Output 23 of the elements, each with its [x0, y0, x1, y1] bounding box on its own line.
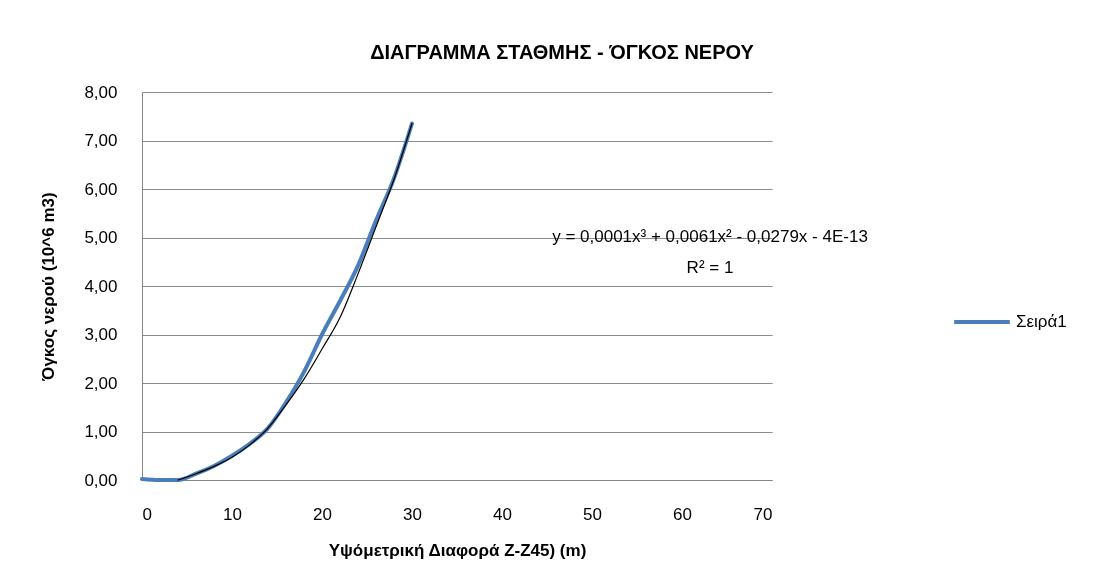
x-tick-label: 10 — [223, 504, 242, 524]
y-tick-label: 8,00 — [84, 82, 118, 102]
y-tick-label: 6,00 — [84, 179, 118, 199]
y-tick-label: 7,00 — [84, 131, 118, 150]
y-tick-label: 4,00 — [84, 276, 118, 296]
chart-title: ΔΙΑΓΡΑΜΜΑ ΣΤΑΘΜΗΣ - ΌΓΚΟΣ ΝΕΡΟΥ — [370, 41, 755, 63]
y-tick-label: 2,00 — [84, 373, 118, 393]
y-tick-label: 3,00 — [84, 325, 118, 344]
legend-label: Σειρά1 — [1016, 312, 1067, 331]
x-tick-label: 40 — [493, 504, 512, 524]
annotation: y = 0,0001x³ + 0,0061x² - 0,0279x - 4E-13 — [552, 227, 868, 246]
x-tick-label: 60 — [673, 504, 692, 524]
x-axis-title: Υψόμετρική Διαφορά Z-Z45) (m) — [328, 540, 587, 560]
y-tick-label: 1,00 — [84, 422, 118, 441]
x-tick-label: 20 — [313, 504, 332, 524]
x-tick-label: 30 — [403, 504, 422, 524]
y-axis-title: Όγκος νερού (10^6 m3) — [39, 192, 59, 382]
y-tick-label: 5,00 — [84, 228, 118, 247]
x-tick-label: 0 — [142, 504, 152, 524]
x-tick-label: 50 — [583, 504, 602, 524]
annotation: R² = 1 — [686, 258, 734, 277]
y-tick-label: 0,00 — [84, 470, 118, 490]
x-tick-label: 70 — [753, 504, 773, 524]
